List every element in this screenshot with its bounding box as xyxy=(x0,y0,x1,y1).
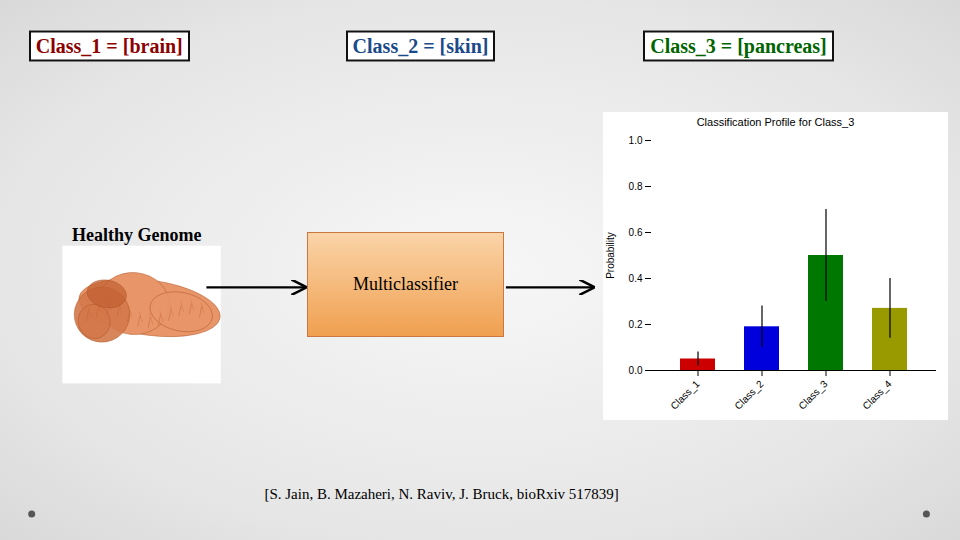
html-text:Multiclassifier: Multiclassifier xyxy=(353,274,459,295)
html-text:[S. Jain, B. Mazaheri, N. Ravi: [S. Jain, B. Mazaheri, N. Raviv, J. Bruc… xyxy=(264,485,619,502)
svg-text:Class_4: Class_4 xyxy=(860,378,894,412)
svg-text:0.0: 0.0 xyxy=(629,365,643,376)
svg-text:1.0: 1.0 xyxy=(629,135,643,146)
html-text:Class_3 = [pancreas]: Class_3 = [pancreas] xyxy=(650,34,827,57)
html-text:Class_1 = [brain]: Class_1 = [brain] xyxy=(35,34,183,57)
svg-text:Class_2: Class_2 xyxy=(732,378,766,412)
html-text:Classification Profile for Cla: Classification Profile for Class_3 xyxy=(696,116,855,128)
svg-text:Class_3: Class_3 xyxy=(796,378,830,412)
html-text:Healthy Genome: Healthy Genome xyxy=(72,224,202,245)
svg-text:Probability: Probability xyxy=(605,232,616,279)
svg-text:0.6: 0.6 xyxy=(629,227,643,238)
svg-text:0.2: 0.2 xyxy=(629,319,643,330)
svg-text:Class_1: Class_1 xyxy=(668,378,702,412)
svg-text:0.8: 0.8 xyxy=(629,181,643,192)
svg-text:0.4: 0.4 xyxy=(629,273,643,284)
html-text:Class_2 = [skin]: Class_2 = [skin] xyxy=(352,34,489,57)
